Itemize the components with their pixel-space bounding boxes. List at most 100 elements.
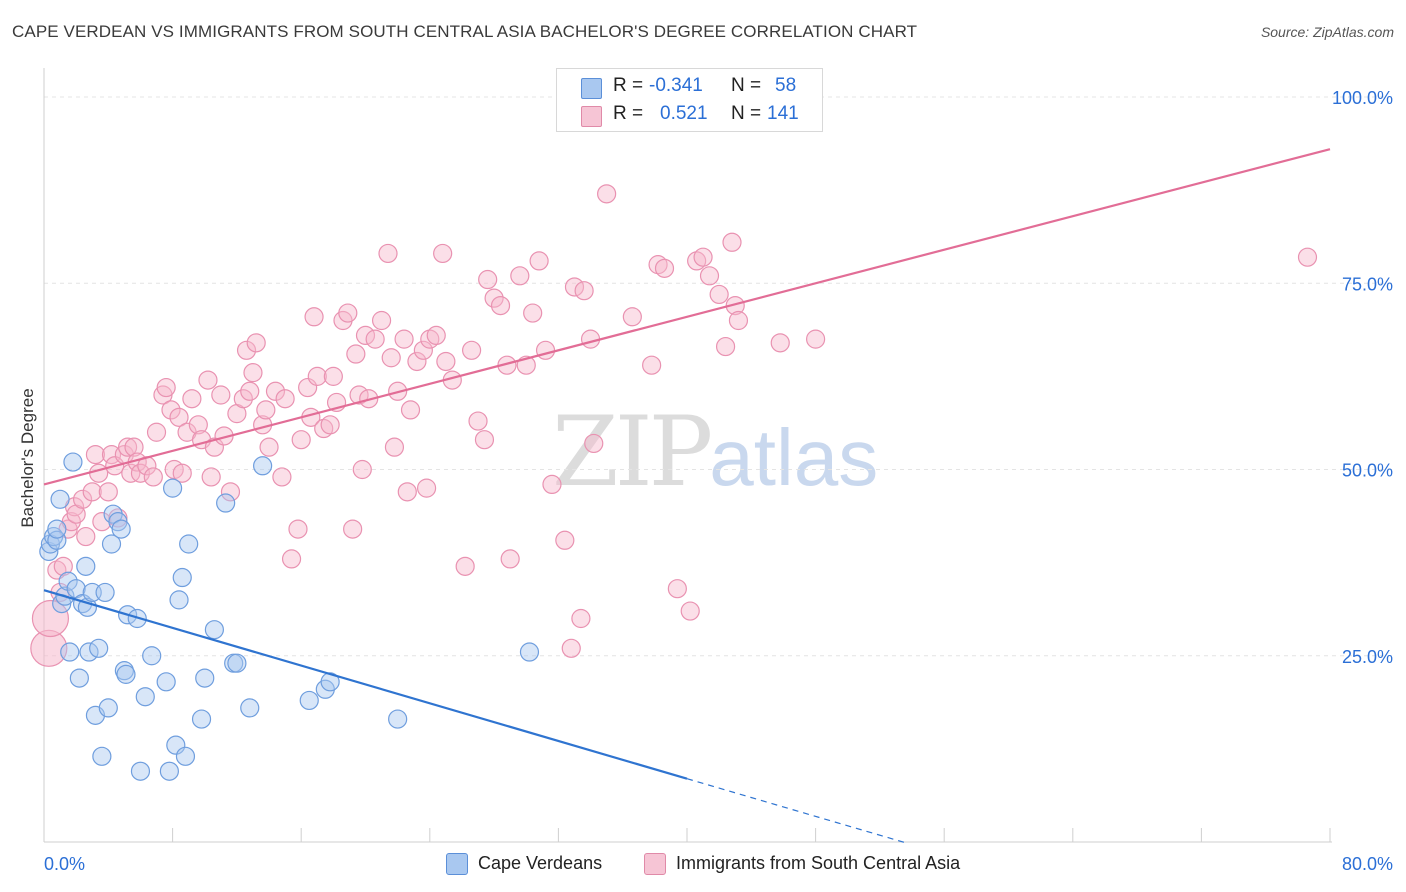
point-cape-verdean — [320, 672, 340, 692]
point-immigrant — [124, 437, 144, 457]
point-cape-verdean — [299, 690, 319, 711]
point-immigrant — [770, 333, 790, 353]
point-immigrant — [413, 340, 433, 360]
point-immigrant — [407, 351, 427, 372]
point-immigrant — [188, 415, 208, 435]
point-immigrant — [642, 355, 662, 375]
point-immigrant — [343, 519, 363, 539]
legend-n-value: 58 — [775, 75, 797, 96]
point-immigrant — [378, 243, 398, 264]
point-immigrant — [461, 340, 482, 360]
y-tick-label: 25.0% — [1342, 647, 1393, 667]
point-immigrant — [240, 381, 260, 401]
point-cape-verdean — [216, 493, 236, 513]
point-immigrant — [542, 474, 562, 494]
point-immigrant — [394, 329, 414, 349]
point-cape-verdean — [98, 698, 118, 718]
point-immigrant — [597, 184, 617, 204]
point-immigrant — [699, 266, 720, 286]
y-tick-label: 75.0% — [1342, 274, 1393, 294]
point-immigrant — [535, 340, 556, 360]
point-cape-verdean — [204, 620, 224, 640]
legend-swatch-blue — [581, 78, 602, 99]
point-cape-verdean — [79, 642, 99, 662]
point-immigrant — [416, 478, 437, 498]
point-cape-verdean — [47, 519, 67, 539]
point-immigrant — [198, 370, 218, 390]
point-immigrant — [365, 329, 385, 349]
point-immigrant — [709, 284, 729, 305]
point-immigrant — [256, 400, 276, 420]
point-immigrant — [85, 445, 106, 465]
point-immigrant — [146, 422, 167, 442]
point-cape-verdean — [92, 746, 112, 766]
point-cape-verdean — [69, 668, 89, 688]
point-cape-verdean — [130, 761, 151, 781]
point-cape-verdean — [63, 452, 83, 472]
point-immigrant — [381, 348, 401, 368]
point-immigrant — [510, 266, 530, 286]
point-immigrant — [76, 526, 96, 547]
point-cape-verdean — [111, 519, 131, 539]
point-immigrant — [233, 389, 253, 409]
point-immigrant — [243, 363, 263, 383]
point-immigrant — [201, 467, 221, 487]
point-immigrant — [265, 381, 286, 401]
point-cape-verdean — [191, 709, 212, 729]
point-immigrant — [667, 579, 687, 599]
point-immigrant — [53, 556, 73, 576]
point-cape-verdean — [116, 664, 136, 684]
point-immigrant — [693, 247, 713, 267]
legend-r-label: R = — [613, 103, 644, 124]
point-cape-verdean — [169, 590, 189, 610]
point-cape-verdean — [47, 530, 67, 550]
point-immigrant — [371, 310, 392, 331]
chart-title: CAPE VERDEAN VS IMMIGRANTS FROM SOUTH CE… — [12, 22, 918, 41]
legend-r-value: -0.341 — [649, 75, 703, 96]
point-cape-verdean — [179, 534, 199, 554]
bottom-legend-label: Immigrants from South Central Asia — [676, 853, 961, 873]
point-immigrant — [1297, 247, 1318, 267]
source-label: Source: ZipAtlas.com — [1260, 24, 1394, 40]
point-immigrant — [722, 232, 742, 252]
axes — [43, 68, 1332, 843]
point-immigrant — [455, 556, 475, 576]
point-immigrant — [82, 482, 102, 502]
point-immigrant — [580, 329, 601, 349]
point-immigrant — [622, 307, 642, 327]
point-immigrant — [680, 601, 700, 621]
bottom-legend-swatch-blue — [446, 853, 468, 875]
correlation-legend: R = -0.341 N = 58 R = 0.521 N = 141 — [556, 68, 823, 132]
point-immigrant — [400, 400, 421, 420]
point-immigrant — [349, 385, 369, 405]
point-immigrant — [584, 433, 604, 454]
point-immigrant — [259, 437, 279, 457]
data-points — [30, 184, 1318, 781]
point-immigrant — [320, 415, 340, 435]
point-immigrant — [92, 512, 112, 532]
point-immigrant — [307, 366, 327, 386]
point-immigrant — [555, 530, 575, 550]
point-immigrant — [352, 459, 372, 480]
point-immigrant — [500, 549, 520, 569]
point-cape-verdean — [227, 653, 247, 673]
legend-r-label: R = — [613, 75, 644, 96]
point-immigrant — [161, 400, 181, 420]
point-immigrant — [172, 463, 192, 483]
point-cape-verdean — [519, 642, 540, 662]
point-immigrant — [426, 325, 446, 345]
point-immigrant — [304, 307, 324, 327]
point-cape-verdean — [253, 456, 273, 476]
watermark-atlas: atlas — [709, 413, 879, 502]
point-immigrant — [246, 333, 266, 353]
point-immigrant — [523, 303, 543, 323]
bottom-legend-swatch-pink — [644, 853, 666, 875]
legend-n-label: N = — [731, 75, 762, 96]
point-cape-verdean — [95, 582, 115, 603]
point-immigrant — [436, 351, 456, 372]
y-axis-label: Bachelor's Degree — [18, 388, 37, 528]
point-immigrant — [338, 303, 358, 323]
point-cape-verdean — [172, 567, 192, 588]
point-immigrant — [346, 344, 366, 364]
